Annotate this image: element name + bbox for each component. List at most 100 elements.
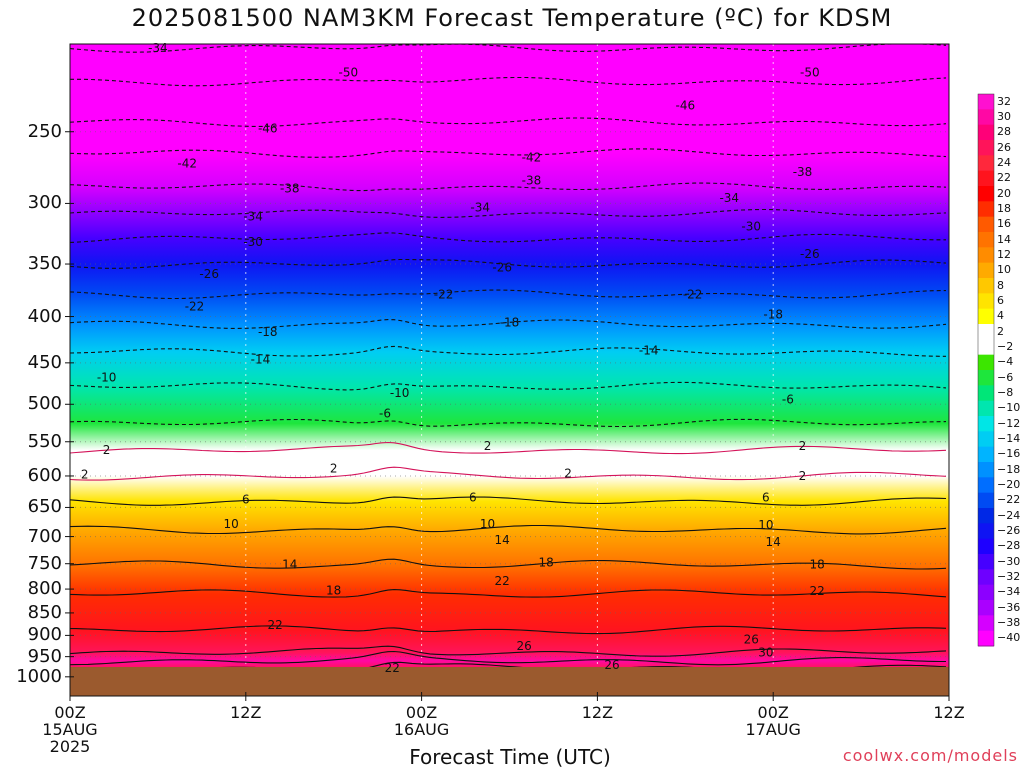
isotherm-14 [70, 558, 947, 570]
colorbar-swatch [978, 278, 994, 294]
ground-below-surface [70, 667, 949, 696]
contour-label: 22 [385, 661, 400, 675]
contour-labels: -34-50 -50-46-46-42-42-38-38-38-34-34-34-… [81, 41, 825, 675]
contour-label: 2 [81, 468, 89, 482]
colorbar-label: −6 [997, 370, 1014, 384]
contour-label: 14 [766, 535, 781, 549]
contour-label: -22 [683, 287, 703, 301]
contour-label: 6 [469, 491, 477, 505]
plot-frame [69, 43, 950, 697]
contour-label: 2 [103, 443, 111, 457]
y-tick-label: 500 [27, 393, 62, 415]
colorbar-label: 30 [997, 110, 1011, 123]
colorbar-label: 26 [997, 140, 1011, 154]
contour-label: 18 [810, 558, 825, 572]
colorbar-label: −30 [997, 554, 1021, 568]
isotherm-10 [70, 524, 947, 535]
isotherm--30 [70, 232, 946, 243]
isotherm-2 [70, 466, 947, 481]
contour-label: 10 [758, 518, 773, 532]
colorbar-label: 12 [997, 248, 1011, 261]
colorbar-swatch [978, 569, 994, 586]
isotherm--10 [70, 381, 947, 391]
contour-label: -26 [199, 267, 219, 281]
y-tick-label: 800 [27, 578, 62, 600]
colorbar-swatch [978, 262, 994, 279]
colorbar-swatch [978, 554, 994, 570]
contour-label: 26 [744, 632, 759, 646]
colorbar-label: 20 [997, 186, 1011, 200]
isotherm--22 [70, 289, 946, 300]
colorbar-swatch [978, 94, 994, 110]
y-tick-label: 300 [27, 192, 62, 214]
isotherm-6 [70, 496, 947, 506]
colorbar-swatch [978, 109, 994, 126]
contour-label: -26 [800, 247, 820, 261]
y-tick-label: 550 [27, 430, 62, 452]
isotherm-22 [70, 625, 947, 635]
y-tick-label: 450 [27, 351, 62, 373]
isotherm--26 [70, 258, 947, 269]
plot-area: -34-50 -50-46-46-42-42-38-38-38-34-34-34-… [65, 41, 950, 701]
colorbar-label: −20 [997, 478, 1021, 491]
y-tick-label: 700 [27, 525, 62, 547]
colorbar-swatch [978, 508, 994, 524]
colorbar-label: 2 [997, 324, 1004, 338]
colorbar-swatch [978, 400, 994, 417]
colorbar-label: −26 [997, 524, 1021, 537]
contour-label: -22 [185, 300, 205, 314]
y-tick-label: 850 [27, 601, 62, 623]
contour-label: 10 [480, 517, 495, 531]
y-tick-label: 400 [27, 305, 62, 327]
colorbar-label: 4 [997, 309, 1004, 323]
contour-label: 2 [799, 469, 807, 483]
contour-label: -34 [719, 191, 739, 205]
isotherm--42 [70, 148, 947, 158]
y-tick-label: 950 [27, 645, 62, 667]
x-axis-label: Forecast Time (UTC) [409, 745, 611, 769]
colorbar-swatch [978, 155, 994, 172]
colorbar-label: −16 [997, 447, 1021, 461]
x-tick-label: 12Z [230, 703, 262, 722]
x-tick-label: 00Z 17AUG [745, 703, 801, 739]
contour-label: 26 [517, 639, 532, 653]
colorbar-swatch [978, 186, 994, 202]
colorbar-label: −22 [997, 493, 1021, 507]
colorbar-swatch [978, 232, 994, 248]
x-tick-label: 12Z [933, 703, 965, 722]
contour-label: 22 [810, 584, 825, 598]
colorbar-swatch [978, 630, 994, 647]
isotherm--38 [70, 182, 947, 192]
colorbar-swatch [978, 462, 994, 478]
contour-label: 6 [762, 491, 770, 505]
colorbar-label: −36 [997, 600, 1021, 614]
contour-label: 2 [484, 439, 492, 453]
colorbar-swatch [978, 416, 994, 432]
contour-label: -34 [148, 41, 168, 55]
contour-label: -30 [243, 235, 263, 249]
colorbar-label: −2 [997, 340, 1014, 353]
contour-label: 22 [495, 574, 510, 588]
contour-label: 30 [758, 645, 773, 659]
colorbar-label: 14 [997, 232, 1011, 246]
colorbar-swatch [978, 354, 994, 371]
contour-label: -26 [492, 260, 512, 274]
contour-label: -46 [258, 122, 278, 136]
contour-label: 2 [799, 439, 807, 453]
colorbar-swatch [978, 446, 994, 463]
contour-label: -42 [522, 151, 542, 165]
y-tick-label: 1000 [16, 665, 62, 687]
colorbar-swatch [978, 324, 994, 340]
contour-label: 14 [495, 533, 510, 547]
colorbar-label: −8 [997, 386, 1014, 399]
isotherm--34 [70, 208, 947, 218]
contour-label: -50 [339, 65, 359, 79]
colorbar-swatch [978, 477, 994, 494]
colorbar-label: −14 [997, 432, 1021, 445]
contour-label: -38 [793, 165, 813, 179]
credit-link[interactable]: coolwx.com/models [842, 746, 1018, 765]
contour-label: -46 [675, 99, 695, 113]
contour-label: -34 [243, 209, 263, 223]
colorbar-label: −38 [997, 616, 1021, 629]
